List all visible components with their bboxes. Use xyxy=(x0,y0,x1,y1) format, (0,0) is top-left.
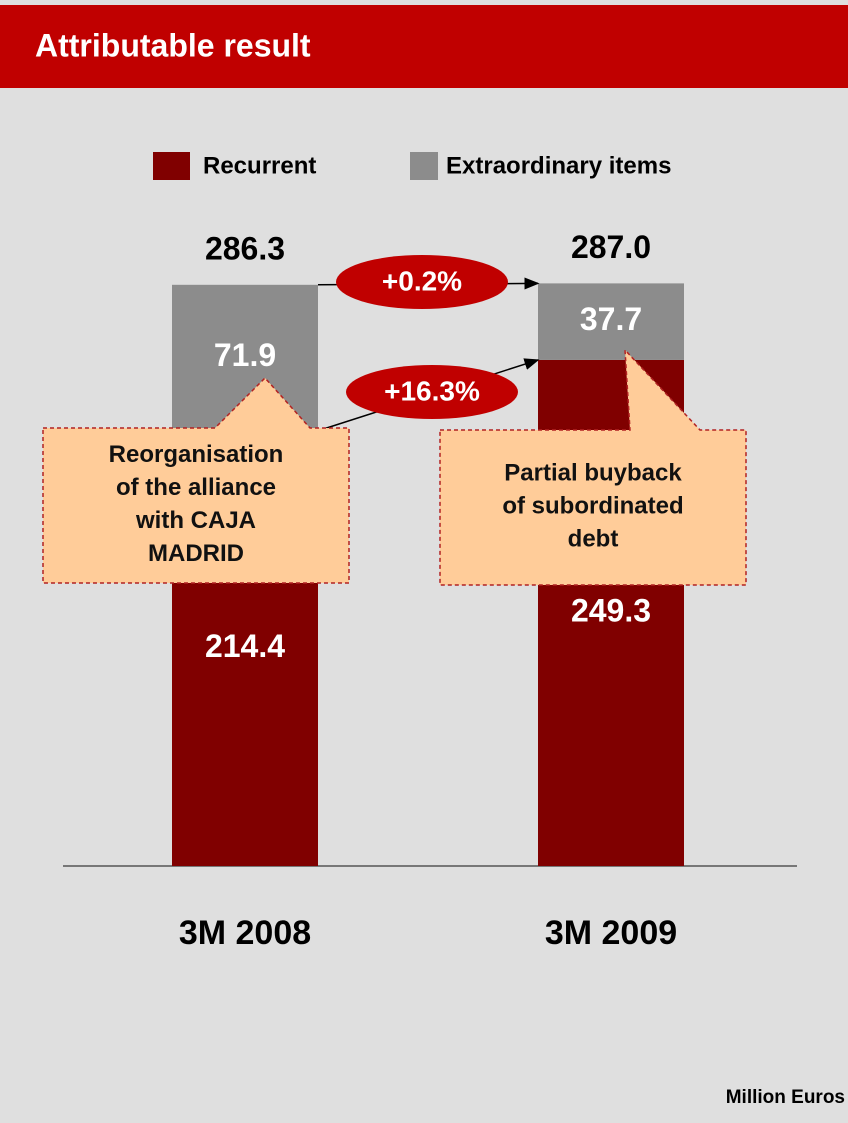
x-tick-label: 3M 2009 xyxy=(545,914,677,952)
total-label: 286.3 xyxy=(205,230,285,266)
chart-title: Attributable result xyxy=(35,27,311,63)
note: Million Euros xyxy=(726,1087,845,1108)
growth-label: +16.3% xyxy=(384,375,480,406)
growth-label: +0.2% xyxy=(382,265,462,296)
callout-text: of the alliance xyxy=(116,474,276,501)
bar-segment xyxy=(538,283,684,360)
x-tick-label: 3M 2008 xyxy=(179,914,311,952)
growth-badge xyxy=(346,365,518,419)
value-label: 71.9 xyxy=(214,337,276,373)
callout-text: debt xyxy=(568,525,619,552)
total-label: 287.0 xyxy=(571,229,651,265)
callout-text: with CAJA xyxy=(135,507,256,534)
callout-box xyxy=(42,376,350,584)
growth-badge xyxy=(336,255,508,309)
value-label: 214.4 xyxy=(205,628,285,664)
legend-swatch xyxy=(410,152,438,180)
value-label: 249.3 xyxy=(571,592,651,628)
callout-text: of subordinated xyxy=(502,492,683,519)
callout-box xyxy=(439,347,747,586)
legend-label: Recurrent xyxy=(203,152,316,179)
title-bar xyxy=(0,5,848,88)
callout-text: MADRID xyxy=(148,540,244,567)
legend-label: Extraordinary items xyxy=(446,152,671,179)
value-label: 37.7 xyxy=(580,301,642,337)
legend-swatch xyxy=(153,152,190,180)
callout-text: Reorganisation xyxy=(109,441,284,468)
callout-text: Partial buyback xyxy=(504,459,682,486)
